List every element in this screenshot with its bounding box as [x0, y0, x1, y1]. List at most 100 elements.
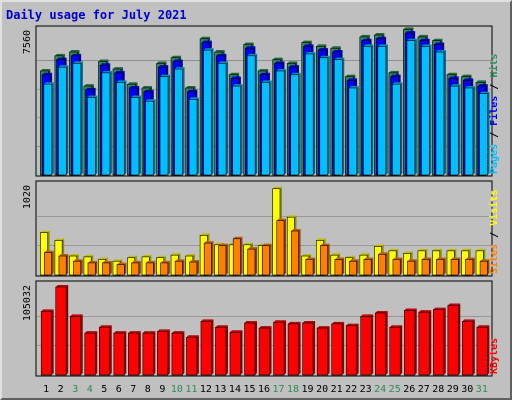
bar-pages-day-30-top	[464, 85, 475, 88]
bar-pages-day-6-side	[124, 80, 127, 175]
bar-kbytes-day-9-face	[157, 331, 169, 376]
day-label-14: 14	[229, 384, 241, 395]
bar-sites-day-15-top	[247, 247, 257, 250]
bar-pages-day-19-side	[313, 51, 316, 175]
bar-sites-day-21	[334, 257, 345, 276]
bar-sites-day-11-face	[189, 261, 198, 276]
bar-pages-day-14	[232, 84, 243, 176]
bar-sites-day-15-face	[247, 248, 256, 276]
day-label-21: 21	[331, 384, 343, 395]
bar-pages-day-15-top	[247, 53, 258, 56]
bar-visits-day-28-top	[432, 248, 442, 251]
bar-pages-day-25-side	[400, 82, 403, 175]
day-label-25: 25	[389, 384, 401, 395]
bar-sites-day-10	[174, 259, 185, 276]
bar-sites-day-21-face	[334, 259, 343, 276]
bar-sites-day-30-side	[472, 257, 475, 275]
bar-pages-day-25-face	[392, 83, 401, 176]
bar-pages-day-26-face	[406, 40, 416, 176]
bar-sites-day-29	[450, 257, 461, 276]
bar-sites-day-25	[392, 257, 403, 276]
bar-kbytes-day-6-side	[124, 331, 127, 375]
bar-pages-day-22-face	[348, 87, 358, 176]
bar-kbytes-day-23-top	[360, 314, 374, 317]
bar-pages-day-20-side	[327, 55, 330, 175]
bar-files-day-27-top	[419, 38, 430, 41]
bar-pages-day-15-side	[255, 53, 258, 176]
bar-kbytes-day-20	[316, 326, 330, 376]
bar-visits-day-23-top	[359, 253, 370, 256]
bar-files-day-12-top	[201, 40, 212, 43]
bar-files-day-13-top	[216, 53, 227, 56]
bar-files-day-23-top	[361, 38, 372, 41]
legend-separator: /	[489, 78, 500, 96]
legend-sites: Sites	[488, 244, 500, 274]
bar-pages-day-26-top	[406, 38, 417, 41]
bar-sites-day-14-side	[240, 236, 243, 275]
legend-visits: Visits	[488, 190, 500, 226]
bar-visits-day-2-top	[54, 238, 65, 241]
bar-sites-day-19-face	[305, 259, 314, 276]
bar-sites-day-31-side	[487, 259, 490, 275]
bar-sites-day-7	[131, 260, 141, 276]
bar-visits-day-26-top	[403, 251, 413, 254]
bar-pages-day-11	[188, 97, 200, 176]
bar-pages-day-8-face	[145, 100, 154, 176]
bar-pages-day-26-side	[414, 38, 417, 176]
bar-kbytes-day-15-side	[254, 321, 257, 375]
bar-kbytes-day-2-top	[55, 285, 69, 287]
legend-pages: Pages	[489, 144, 500, 174]
bar-kbytes-day-5-side	[109, 325, 112, 375]
bar-visits-day-15-top	[243, 242, 253, 245]
bar-sites-day-26-side	[414, 259, 417, 275]
bar-pages-day-27-face	[421, 46, 430, 176]
bar-pages-day-4-top	[87, 95, 98, 98]
bar-pages-day-8-top	[145, 99, 156, 102]
bar-kbytes-day-19	[302, 321, 316, 376]
bar-sites-day-16	[261, 243, 272, 276]
bar-sites-day-9-face	[160, 262, 169, 276]
bar-sites-day-13-top	[218, 243, 228, 246]
bar-pages-day-6	[116, 80, 127, 176]
bar-visits-day-22-top	[345, 255, 355, 258]
bar-hits-day-17-top	[272, 57, 283, 60]
bar-pages-day-24-face	[377, 46, 387, 176]
bar-kbytes-day-6	[113, 331, 127, 376]
day-label-9: 9	[159, 384, 165, 395]
bar-pages-day-11-face	[188, 99, 198, 176]
bar-visits-day-10-top	[171, 253, 181, 256]
bar-kbytes-day-10-face	[171, 332, 183, 376]
bar-pages-day-6-top	[116, 80, 127, 83]
bar-files-day-8-top	[143, 89, 154, 92]
bar-sites-day-12-face	[203, 242, 212, 276]
bar-visits-day-21-top	[330, 253, 341, 256]
bar-pages-day-12-face	[203, 49, 212, 176]
bar-pages-day-3	[72, 61, 83, 176]
bar-sites-day-2-top	[58, 254, 69, 257]
bar-pages-day-24	[377, 44, 388, 176]
bar-hits-day-5-top	[98, 59, 109, 62]
bar-kbytes-day-22-face	[345, 325, 357, 376]
bar-hits-day-8-top	[142, 85, 152, 88]
bar-kbytes-day-12-side	[211, 319, 214, 375]
bar-kbytes-day-31-side	[487, 325, 490, 375]
day-label-27: 27	[418, 384, 430, 395]
bar-pages-day-18-side	[298, 72, 301, 175]
bar-pages-day-28	[435, 50, 446, 176]
bar-kbytes-day-24-top	[375, 310, 388, 313]
bar-kbytes-day-12-top	[200, 319, 214, 322]
bar-sites-day-4	[87, 260, 98, 276]
bar-hits-day-3-top	[69, 50, 80, 53]
bar-kbytes-day-25-side	[400, 325, 403, 375]
bar-kbytes-day-17	[273, 320, 287, 376]
bar-sites-day-30-face	[465, 259, 474, 276]
bar-visits-day-25-top	[388, 248, 399, 251]
day-label-11: 11	[185, 384, 197, 395]
bar-kbytes-day-9	[157, 329, 170, 376]
bar-kbytes-day-29	[447, 303, 461, 376]
bar-kbytes-day-15-face	[244, 322, 256, 376]
bar-kbytes-day-27-top	[418, 310, 432, 313]
bar-kbytes-day-13	[215, 325, 228, 376]
day-label-29: 29	[447, 384, 459, 395]
